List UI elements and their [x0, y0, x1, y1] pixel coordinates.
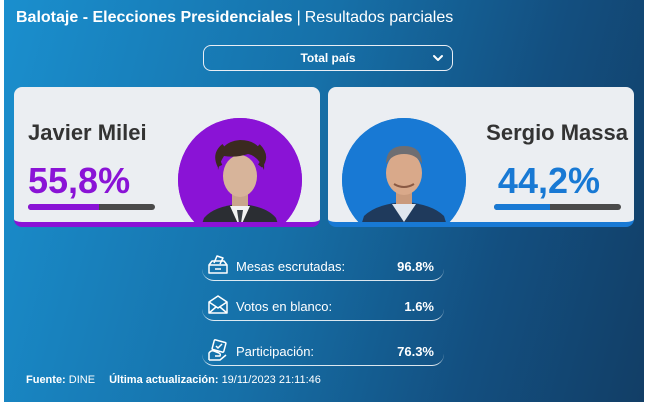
stat-participacion: Participación: 76.3%: [202, 336, 444, 366]
election-results-widget: Balotaje - Elecciones Presidenciales | Res…: [4, 0, 644, 402]
footer-source: DINE: [68, 374, 96, 386]
candidate-progress-fill: [28, 204, 99, 210]
header: Balotaje - Elecciones Presidenciales | Res…: [16, 9, 453, 27]
footer-updated: 19/11/2023 21:11:46: [221, 374, 321, 386]
candidate-percent: 55,8%: [28, 160, 131, 201]
candidate-card-massa: Sergio Massa 44,2%: [328, 87, 634, 227]
header-subtitle: Resultados parciales: [304, 9, 454, 26]
envelope-icon: [208, 295, 228, 314]
footer-updated-label: Última actualización:: [109, 374, 219, 386]
footer: Fuente: DINE Última actualización: 19/11/…: [26, 374, 321, 386]
header-separator: |: [296, 9, 301, 26]
vote-hand-icon: [208, 339, 227, 361]
stat-value: 96.8%: [397, 259, 434, 274]
region-select[interactable]: Total país: [203, 45, 453, 71]
candidate-progress-fill: [494, 204, 551, 210]
candidate-photo: [178, 118, 302, 222]
stat-value: 76.3%: [397, 344, 434, 359]
stat-label: Votos en blanco:: [236, 299, 333, 314]
candidate-portrait-icon: [342, 118, 466, 222]
stat-label: Participación:: [236, 344, 315, 359]
chevron-down-icon: [433, 55, 443, 61]
stat-mesas-escrutadas: Mesas escrutadas: 96.8%: [202, 251, 444, 281]
ballot-box-icon: [208, 255, 228, 274]
candidate-progress-bar: [28, 204, 155, 210]
header-title: Balotaje - Elecciones Presidenciales: [16, 9, 293, 26]
candidate-portrait-icon: [178, 118, 302, 222]
candidate-progress-bar: [494, 204, 621, 210]
candidate-name: Javier Milei: [28, 120, 147, 145]
footer-source-label: Fuente:: [26, 374, 66, 386]
stat-votos-en-blanco: Votos en blanco: 1.6%: [202, 291, 444, 321]
candidate-photo: [342, 118, 466, 222]
candidate-percent: 44,2%: [497, 160, 600, 201]
region-select-value: Total país: [300, 51, 356, 65]
candidate-name: Sergio Massa: [486, 120, 628, 145]
stat-label: Mesas escrutadas:: [236, 259, 346, 274]
stat-value: 1.6%: [404, 299, 434, 314]
candidate-card-milei: Javier Milei 55,8%: [14, 87, 320, 227]
